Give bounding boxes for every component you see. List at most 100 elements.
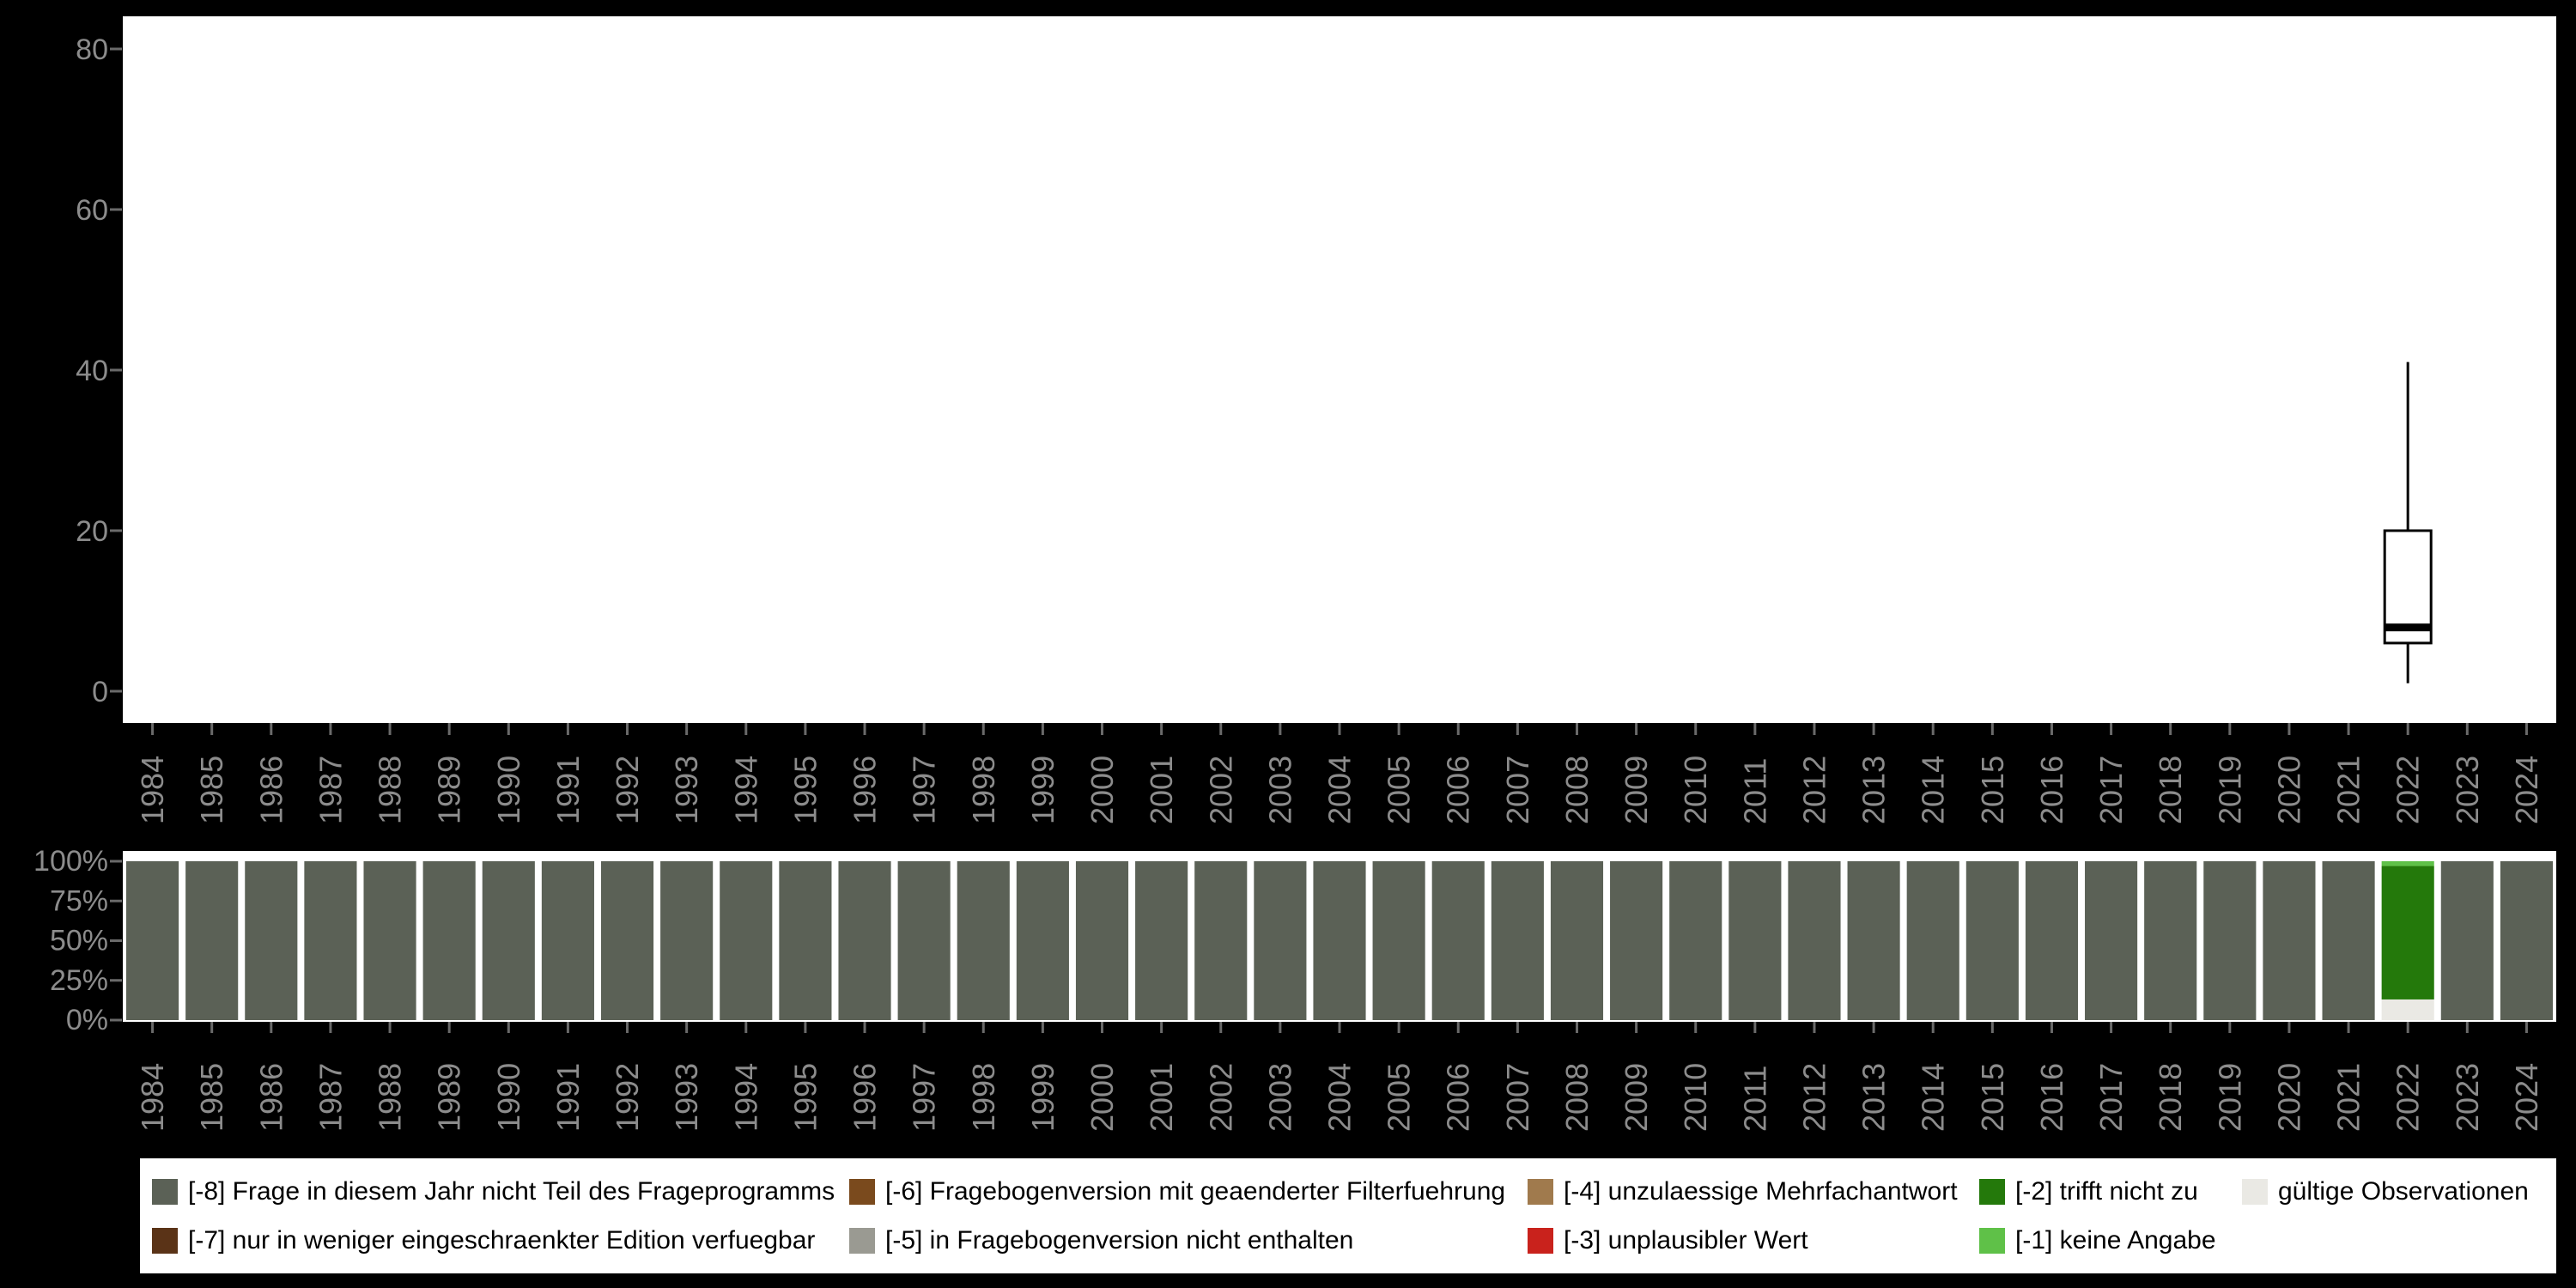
- legend-label: [-5] in Fragebogenversion nicht enthalte…: [885, 1225, 1354, 1255]
- percent-x-axis-year-label: 1991: [550, 1063, 586, 1132]
- percent-x-axis-year-label: 2020: [2271, 1063, 2306, 1132]
- percent-x-axis-year-label: 1985: [194, 1063, 229, 1132]
- x-axis-year-label: 2003: [1262, 756, 1297, 824]
- percent-x-axis-year-label: 2012: [1796, 1063, 1832, 1132]
- stacked-bar-segment--8: [1906, 861, 1959, 1020]
- percent-x-axis-year-label: 2001: [1144, 1063, 1179, 1132]
- percent-x-axis-year-label: 2004: [1322, 1063, 1358, 1132]
- legend-swatch-valid: [2242, 1178, 2268, 1205]
- percent-x-axis-year-label: 2021: [2331, 1063, 2366, 1132]
- x-axis-year-label: 2004: [1322, 756, 1358, 824]
- percent-x-axis-year-label: 1995: [787, 1063, 823, 1132]
- x-axis-year-label: 2010: [1678, 756, 1713, 824]
- percent-x-axis-year-label: 2000: [1084, 1063, 1120, 1132]
- legend-label: [-1] keine Angabe: [2015, 1225, 2216, 1255]
- stacked-bar-segment--8: [2203, 861, 2257, 1020]
- percent-x-axis-year-label: 2019: [2212, 1063, 2247, 1132]
- x-axis-year-label: 1998: [966, 756, 1001, 824]
- x-axis-year-label: 1996: [848, 756, 883, 824]
- stacked-bar-segment--8: [2144, 861, 2197, 1020]
- x-axis-year-label: 2009: [1619, 756, 1654, 824]
- percent-axis-tick-label: 100%: [33, 845, 108, 878]
- percent-x-axis-year-label: 2022: [2391, 1063, 2426, 1132]
- x-axis-year-label: 2021: [2331, 756, 2366, 824]
- legend-item--1: [-1] keine Angabe: [1979, 1226, 2242, 1255]
- x-axis-year-label: 2014: [1916, 756, 1951, 824]
- x-axis-year-label: 1993: [669, 756, 704, 824]
- x-axis-year-label: 2005: [1382, 756, 1417, 824]
- legend-swatch--7: [152, 1227, 178, 1254]
- percent-x-axis-year-label: 1988: [373, 1063, 408, 1132]
- boxplot-median-line: [2385, 623, 2432, 632]
- x-axis-year-label: 2008: [1559, 756, 1595, 824]
- x-axis-year-label: 1988: [373, 756, 408, 824]
- stacked-bar-segment--8: [1491, 861, 1544, 1020]
- stacked-bar-segment--8: [1313, 861, 1366, 1020]
- legend-swatch--1: [1979, 1227, 2005, 1254]
- stacked-bar-segment--8: [2440, 861, 2494, 1020]
- x-axis-year-label: 2011: [1737, 758, 1772, 824]
- stacked-bar-segment--2: [2381, 866, 2434, 999]
- stacked-bar-segment--8: [1965, 861, 2019, 1020]
- stacked-bar-segment--8: [600, 861, 654, 1020]
- stacked-bar-segment--8: [1075, 861, 1129, 1020]
- stacked-bar-segment--8: [2500, 861, 2553, 1020]
- percent-x-axis-year-label: 1999: [1025, 1063, 1060, 1132]
- legend-item--4: [-4] unzulaessige Mehrfachantwort: [1528, 1177, 1979, 1206]
- legend-label: gültige Observationen: [2278, 1176, 2529, 1206]
- legend-label: [-4] unzulaessige Mehrfachantwort: [1564, 1176, 1958, 1206]
- x-axis-year-label: 1995: [787, 756, 823, 824]
- x-axis-year-label: 2020: [2271, 756, 2306, 824]
- stacked-bar-segment--8: [1610, 861, 1663, 1020]
- percent-x-axis-year-label: 1989: [432, 1063, 467, 1132]
- percent-x-axis-year-label: 2017: [2093, 1063, 2129, 1132]
- stacked-bar-segment--8: [126, 861, 179, 1020]
- percent-x-axis-year-label: 2010: [1678, 1063, 1713, 1132]
- stacked-bar-segment-valid: [2381, 999, 2434, 1020]
- x-axis-year-label: 1986: [253, 756, 289, 824]
- percent-x-axis-year-label: 2018: [2153, 1063, 2188, 1132]
- percent-x-axis-year-label: 2008: [1559, 1063, 1595, 1132]
- percent-x-axis-year-label: 1986: [253, 1063, 289, 1132]
- stacked-bar-segment--1: [2381, 861, 2434, 866]
- stacked-bar-segment--8: [2025, 861, 2079, 1020]
- x-axis-year-label: 2018: [2153, 756, 2188, 824]
- stacked-bar-segment--8: [541, 861, 594, 1020]
- stacked-bar-segment--8: [720, 861, 773, 1020]
- percent-x-axis-year-label: 2007: [1500, 1063, 1535, 1132]
- y-axis-tick-label: 20: [76, 515, 108, 548]
- legend-swatch--5: [849, 1227, 875, 1254]
- percent-x-axis-year-label: 1987: [313, 1063, 348, 1132]
- percent-x-axis-year-label: 2015: [1975, 1063, 2010, 1132]
- x-axis-year-label: 1985: [194, 756, 229, 824]
- x-axis-year-label: 1984: [135, 756, 170, 824]
- percent-x-axis-year-label: 2024: [2509, 1063, 2544, 1132]
- percent-x-axis-year-label: 2013: [1856, 1063, 1892, 1132]
- x-axis-year-label: 2022: [2391, 756, 2426, 824]
- legend-item--8: [-8] Frage in diesem Jahr nicht Teil des…: [152, 1177, 849, 1206]
- percent-x-axis-year-label: 1990: [491, 1063, 526, 1132]
- percent-x-axis-year-label: 2009: [1619, 1063, 1654, 1132]
- legend-item-valid: gültige Observationen: [2242, 1177, 2544, 1206]
- legend-item--5: [-5] in Fragebogenversion nicht enthalte…: [849, 1226, 1528, 1255]
- x-axis-year-label: 2019: [2212, 756, 2247, 824]
- y-axis-tick-label: 40: [76, 355, 108, 387]
- stacked-bar-segment--8: [1016, 861, 1069, 1020]
- stacked-bar-segment--8: [1669, 861, 1722, 1020]
- stacked-bar-segment--8: [1788, 861, 1841, 1020]
- stacked-bar-segment--8: [2085, 861, 2138, 1020]
- stacked-bar-segment--8: [838, 861, 891, 1020]
- percent-x-axis-year-label: 2003: [1262, 1063, 1297, 1132]
- stacked-bar-segment--8: [1431, 861, 1485, 1020]
- percent-axis-tick-label: 50%: [50, 925, 108, 957]
- percent-x-axis-year-label: 2014: [1916, 1063, 1951, 1132]
- stacked-bar-segment--8: [897, 861, 951, 1020]
- percent-x-axis-year-label: 1992: [610, 1063, 645, 1132]
- percent-x-axis-year-label: 1997: [907, 1063, 942, 1132]
- percent-x-axis-year-label: 2023: [2450, 1063, 2485, 1132]
- stacked-bar-segment--8: [2263, 861, 2316, 1020]
- boxplot-panel: [123, 16, 2556, 723]
- x-axis-year-label: 2024: [2509, 756, 2544, 824]
- percent-x-axis-year-label: 1993: [669, 1063, 704, 1132]
